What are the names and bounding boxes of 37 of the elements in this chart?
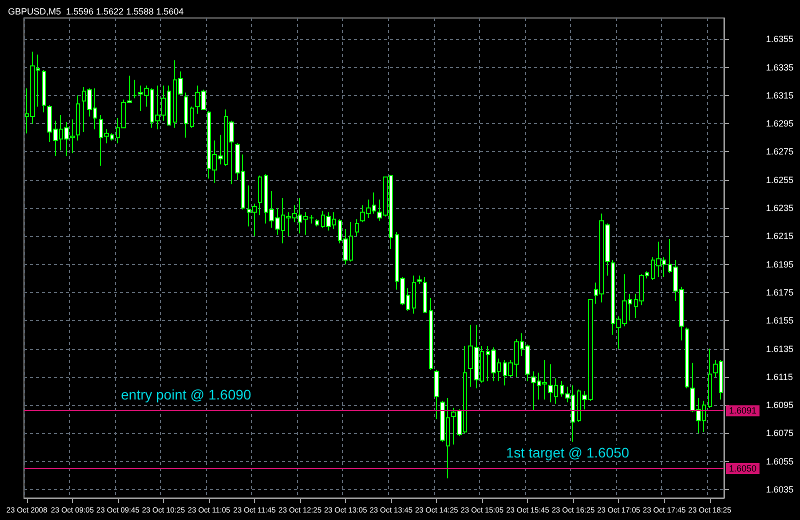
candlestick bbox=[42, 70, 46, 113]
y-tick-label: 1.6355 bbox=[766, 34, 794, 44]
y-tick-label: 1.6255 bbox=[766, 174, 794, 185]
y-tick-label: 1.6095 bbox=[766, 400, 794, 410]
y-tick-label: 1.6335 bbox=[766, 62, 794, 72]
candlestick bbox=[434, 369, 439, 420]
y-tick-label: 1.6175 bbox=[766, 287, 794, 298]
y-tick-label: 1.6295 bbox=[766, 118, 794, 129]
candlestick bbox=[685, 327, 689, 389]
y-tick-label: 1.6235 bbox=[766, 203, 794, 214]
candlestick bbox=[190, 106, 194, 128]
candlestick bbox=[258, 175, 262, 216]
y-tick-label: 1.6055 bbox=[766, 456, 794, 466]
chart-title: GBPUSD,M5 1.5596 1.5622 1.5588 1.5604 bbox=[8, 6, 184, 16]
candlestick bbox=[423, 276, 427, 313]
candlestick bbox=[76, 94, 80, 141]
y-tick-label: 1.6115 bbox=[766, 372, 793, 382]
annotation: 1st target @ 1.6050 bbox=[506, 444, 630, 460]
annotation: entry point @ 1.6090 bbox=[121, 386, 252, 403]
y-tick-label: 1.6315 bbox=[766, 90, 794, 100]
candlestick bbox=[184, 92, 188, 138]
y-tick-label: 1.6075 bbox=[766, 428, 794, 438]
candlestick bbox=[708, 348, 712, 408]
candlestick bbox=[417, 275, 422, 285]
y-tick-label: 1.6035 bbox=[766, 484, 794, 495]
candlestick bbox=[355, 218, 359, 237]
y-tick-label: 1.6135 bbox=[766, 344, 794, 354]
y-tick-label: 1.6275 bbox=[766, 146, 794, 157]
y-tick-label: 1.6195 bbox=[766, 259, 794, 270]
candlestick bbox=[429, 298, 433, 370]
candlestick bbox=[133, 79, 137, 99]
ref-line-label: 1.6091 bbox=[729, 406, 757, 416]
y-tick-label: 1.6155 bbox=[766, 316, 794, 326]
candlestick bbox=[315, 218, 319, 227]
y-tick-label: 1.6215 bbox=[766, 231, 794, 242]
ref-line-label: 1.6050 bbox=[729, 463, 757, 474]
candlestick bbox=[412, 275, 416, 314]
